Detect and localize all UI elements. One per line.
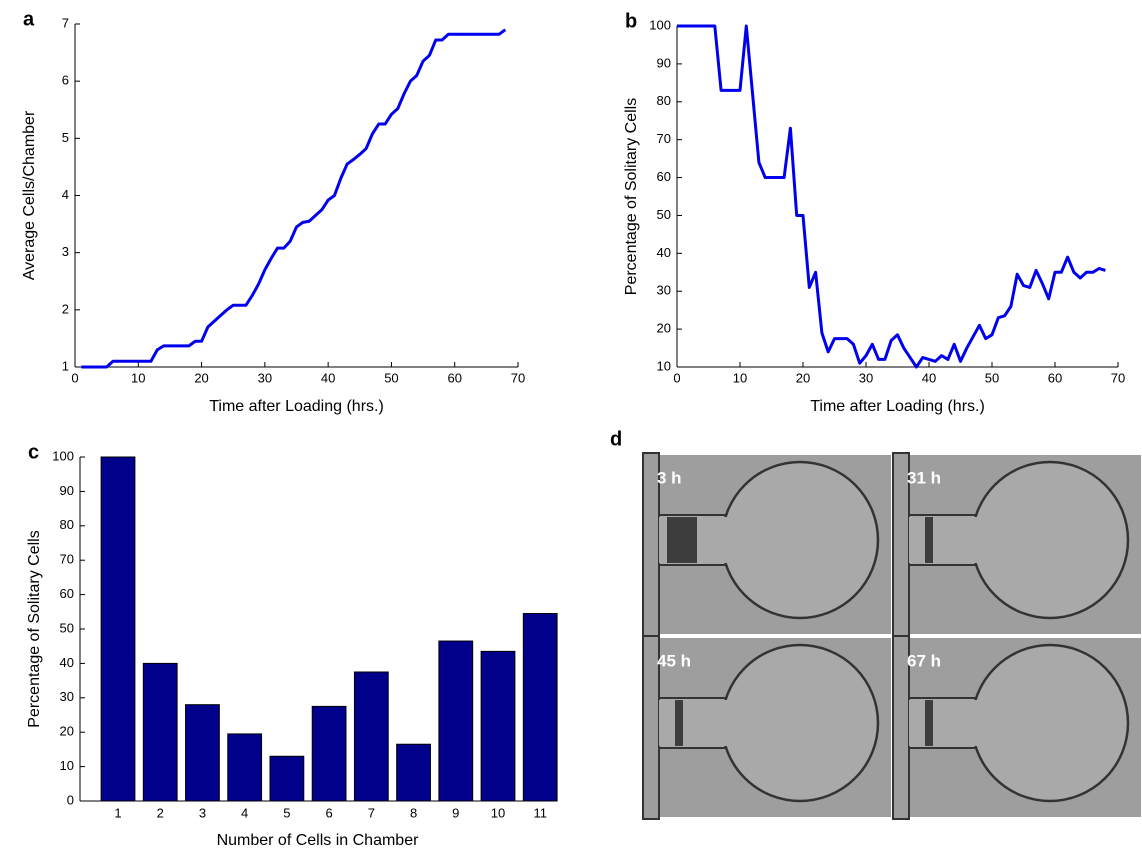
micrograph: 45 h	[642, 635, 891, 820]
panel-label: a	[23, 8, 35, 30]
x-tick-label: 40	[321, 370, 335, 385]
y-tick-label: 80	[60, 517, 74, 532]
y-tick-label: 10	[657, 358, 671, 373]
y-tick-label: 10	[60, 758, 74, 773]
y-axis-label: Percentage of Solitary Cells	[26, 530, 43, 727]
y-tick-label: 3	[62, 244, 69, 259]
chamber	[970, 460, 1130, 620]
data-line	[81, 28, 507, 369]
neck	[659, 700, 729, 746]
x-axis-label: Number of Cells in Chamber	[217, 832, 420, 849]
y-tick-label: 1	[62, 358, 69, 373]
x-tick-label: 9	[452, 805, 459, 820]
y-tick-label: 70	[60, 552, 74, 567]
y-tick-label: 30	[657, 283, 671, 298]
x-tick-label: 20	[796, 370, 810, 385]
y-tick-label: 20	[657, 321, 671, 336]
y-tick-label: 6	[62, 73, 69, 88]
bar	[480, 650, 516, 802]
inlet	[675, 700, 683, 746]
y-tick-label: 50	[657, 207, 671, 222]
bar	[185, 704, 220, 802]
x-tick-label: 10	[733, 370, 747, 385]
x-tick-label: 60	[1048, 370, 1062, 385]
x-tick-label: 3	[199, 805, 206, 820]
y-tick-label: 60	[657, 169, 671, 184]
x-tick-label: 20	[194, 370, 208, 385]
y-tick-label: 0	[67, 792, 74, 807]
inlet	[667, 517, 697, 563]
y-tick-label: 30	[60, 689, 74, 704]
x-tick-label: 10	[491, 805, 505, 820]
panel-label: c	[28, 441, 39, 463]
y-tick-label: 100	[649, 17, 671, 32]
y-axis-label: Percentage of Solitary Cells	[623, 98, 640, 295]
y-tick-label: 50	[60, 620, 74, 635]
frame-label: 3 h	[657, 468, 682, 487]
bar	[353, 671, 389, 802]
panel-label: d	[610, 428, 622, 450]
neck	[909, 700, 979, 746]
x-tick-label: 0	[71, 370, 78, 385]
x-tick-label: 50	[985, 370, 999, 385]
panel-label: b	[625, 10, 637, 32]
y-tick-label: 20	[60, 724, 74, 739]
x-tick-label: 0	[673, 370, 680, 385]
bar	[227, 733, 263, 802]
x-tick-label: 30	[859, 370, 873, 385]
y-tick-label: 4	[62, 187, 69, 202]
y-tick-label: 80	[657, 93, 671, 108]
y-tick-label: 40	[657, 245, 671, 260]
y-tick-label: 5	[62, 130, 69, 145]
frame-label: 45 h	[657, 651, 691, 670]
y-axis-label: Average Cells/Chamber	[21, 110, 38, 280]
y-tick-label: 2	[62, 301, 69, 316]
x-tick-label: 5	[283, 805, 290, 820]
x-axis-label: Time after Loading (hrs.)	[209, 398, 384, 415]
neck	[909, 517, 979, 563]
data-line	[677, 24, 1106, 369]
chamber	[720, 643, 880, 803]
y-tick-label: 40	[60, 655, 74, 670]
x-tick-label: 50	[384, 370, 398, 385]
x-tick-label: 8	[410, 805, 417, 820]
bar	[311, 705, 347, 802]
micrograph: 3 h	[642, 452, 891, 637]
frame-label: 31 h	[907, 468, 941, 487]
bar	[142, 662, 178, 802]
x-tick-label: 70	[1111, 370, 1125, 385]
x-tick-label: 6	[325, 805, 332, 820]
micrograph: 31 h	[892, 452, 1141, 637]
bar	[100, 456, 136, 802]
x-axis-label: Time after Loading (hrs.)	[810, 398, 985, 415]
micrograph: 67 h	[892, 635, 1141, 820]
bar	[438, 640, 474, 802]
x-tick-label: 30	[258, 370, 272, 385]
y-tick-label: 70	[657, 131, 671, 146]
x-tick-label: 2	[157, 805, 164, 820]
x-tick-label: 7	[368, 805, 375, 820]
y-tick-label: 90	[657, 55, 671, 70]
x-tick-label: 70	[511, 370, 525, 385]
frame-label: 67 h	[907, 651, 941, 670]
bar	[269, 755, 305, 802]
x-tick-label: 11	[533, 805, 547, 820]
x-tick-label: 4	[241, 805, 248, 820]
y-tick-label: 60	[60, 586, 74, 601]
inlet	[925, 700, 933, 746]
x-tick-label: 60	[447, 370, 461, 385]
chamber	[720, 460, 880, 620]
bar	[522, 613, 558, 802]
inlet	[925, 517, 933, 563]
x-tick-label: 10	[131, 370, 145, 385]
bar	[396, 743, 431, 802]
chamber	[970, 643, 1130, 803]
x-tick-label: 1	[114, 805, 121, 820]
y-tick-label: 100	[52, 448, 74, 463]
y-tick-label: 7	[62, 15, 69, 30]
x-tick-label: 40	[922, 370, 936, 385]
y-tick-label: 90	[60, 483, 74, 498]
